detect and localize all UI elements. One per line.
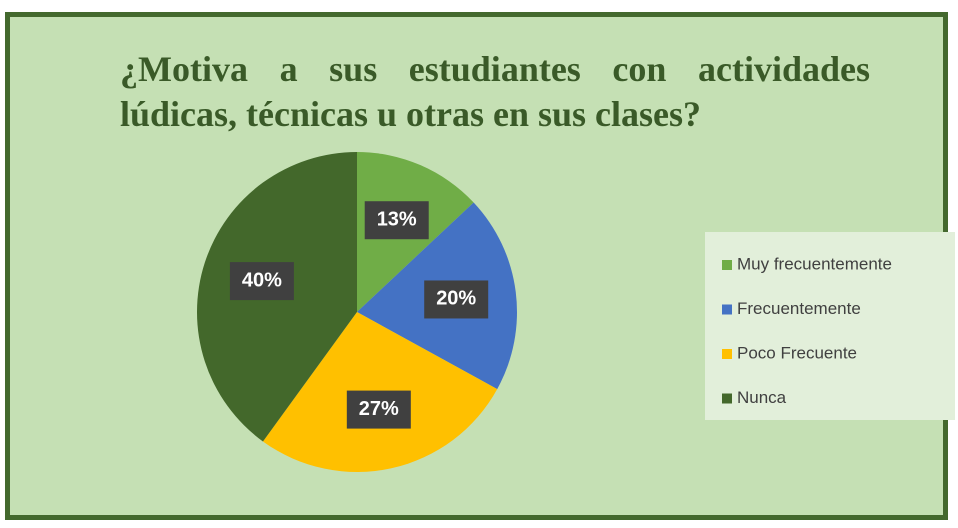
legend-label: Frecuentemente	[737, 299, 861, 318]
data-label-box	[229, 262, 294, 301]
data-label-box	[346, 390, 411, 429]
legend-label: Muy frecuentemente	[737, 254, 892, 273]
data-label: 40%	[242, 269, 282, 291]
legend-label: Nunca	[737, 388, 787, 407]
data-label: 20%	[436, 288, 476, 310]
data-label-box	[364, 201, 429, 240]
legend-swatch	[722, 260, 732, 270]
legend-swatch	[722, 304, 732, 315]
legend-label: Poco Frecuente	[737, 343, 857, 362]
data-label-box	[424, 280, 489, 319]
legend-swatch	[722, 393, 732, 404]
data-label: 27%	[359, 398, 399, 420]
data-label: 13%	[377, 209, 417, 231]
chart-title: ¿Motiva a sus estudiantes con actividade…	[120, 49, 870, 134]
legend-box	[705, 232, 955, 420]
legend-swatch	[722, 349, 732, 359]
